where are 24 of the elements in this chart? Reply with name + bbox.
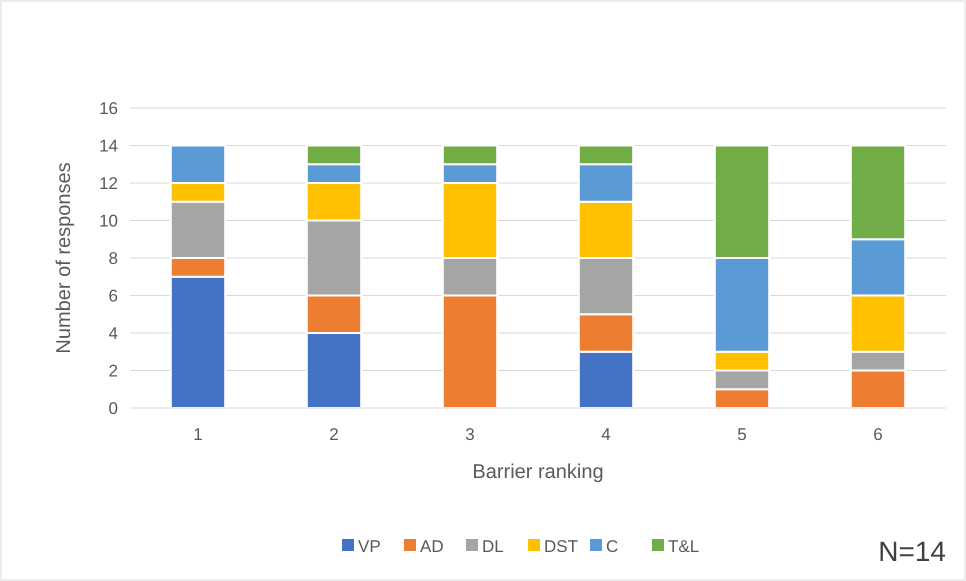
x-tick-label: 2 <box>329 425 339 444</box>
x-tick-label: 3 <box>465 425 475 444</box>
y-tick-label: 14 <box>99 136 118 156</box>
y-tick-label: 2 <box>108 361 118 380</box>
x-tick-label: 5 <box>737 425 747 444</box>
y-axis-title: Number of responses <box>53 162 75 354</box>
legend-label: VP <box>358 536 381 556</box>
x-tick-label: 4 <box>601 425 611 444</box>
x-axis-title: Barrier ranking <box>472 461 604 483</box>
legend-label: T&L <box>668 536 700 556</box>
legend-label: AD <box>420 536 444 556</box>
y-tick-label: 12 <box>99 174 118 193</box>
y-tick-label: 8 <box>108 248 118 268</box>
text: N=14 <box>878 536 946 567</box>
x-tick-label: 1 <box>193 425 203 444</box>
y-tick-label: 16 <box>99 98 118 118</box>
x-tick-label: 6 <box>873 425 883 444</box>
y-tick-label: 10 <box>99 211 118 230</box>
legend-label: DL <box>482 536 504 556</box>
legend-label: C <box>606 536 618 556</box>
y-tick-label: 0 <box>108 398 118 418</box>
y-tick-label: 4 <box>108 324 118 343</box>
legend-label: DST <box>544 536 578 556</box>
y-tick-label: 6 <box>108 286 118 306</box>
